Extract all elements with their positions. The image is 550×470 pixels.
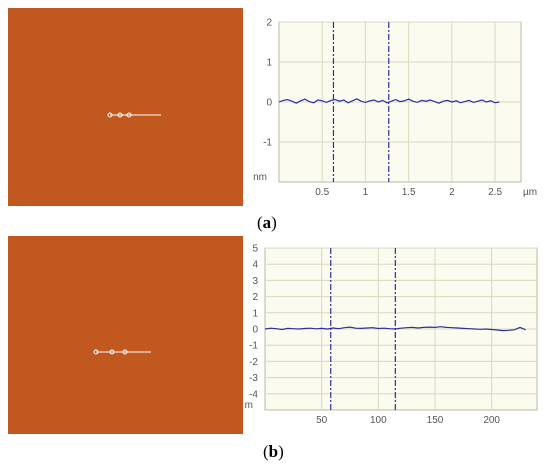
panel-label-b: (b) [263, 442, 284, 462]
panel-label-a-open: ( [257, 213, 263, 232]
x-tick-label-b-2: 150 [427, 415, 444, 426]
afm-image-a-svg [8, 8, 243, 206]
afm-surface-b [8, 236, 243, 434]
y-tick-label-b-4: 1 [252, 308, 258, 319]
y-tick-label-b-2: 3 [252, 276, 258, 287]
x-tick-label-a-1: 1 [363, 187, 369, 198]
profile-cursor-marker-a1 [117, 112, 123, 118]
panel-label-b-open: ( [263, 442, 269, 461]
x-tick-label-b-3: 200 [483, 415, 500, 426]
panel-label-b-letter: b [268, 442, 279, 461]
y-tick-label-b-8: -3 [249, 373, 258, 384]
y-tick-label-b-7: -2 [249, 357, 258, 368]
y-tick-label-b-3: 2 [252, 292, 258, 303]
y-tick-label-b-5: 0 [252, 325, 258, 336]
y-tick-label-b-6: -1 [249, 341, 258, 352]
x-tick-label-a-0: 0.5 [315, 187, 329, 198]
profile-cursor-marker-b1 [109, 349, 115, 355]
y-axis-unit-b: nm [245, 400, 253, 411]
y-tick-label-a-0: 2 [266, 18, 272, 29]
y-tick-label-b-9: -4 [249, 389, 258, 400]
afm-image-b-svg [8, 236, 243, 434]
profile-cursor-marker-a2 [126, 112, 132, 118]
y-tick-label-a-3: -1 [263, 138, 272, 149]
panel-label-a: (a) [257, 213, 277, 233]
afm-image-a [8, 8, 243, 206]
y-tick-label-a-1: 1 [266, 58, 272, 69]
panel-label-a-letter: a [262, 213, 272, 232]
x-tick-label-a-2: 1.5 [402, 187, 416, 198]
profile-marker-start-a [107, 112, 113, 118]
profile-chart-b: 50 100 150 200 5 4 3 2 1 0 -1 -2 -3 -4nm [245, 236, 550, 436]
panel-label-b-close: ) [278, 442, 284, 461]
profile-marker-start-b [93, 349, 99, 355]
y-tick-label-b-1: 4 [252, 260, 258, 271]
profile-chart-a-svg: 0.5 1 1.5 2 2.5 2 1 0 -1 nm µm [253, 18, 537, 199]
profile-chart-b-svg: 50 100 150 200 5 4 3 2 1 0 -1 -2 -3 -4nm [245, 244, 538, 426]
x-axis-unit-a: µm [523, 187, 537, 198]
afm-surface-a [8, 8, 243, 206]
y-tick-label-b-0: 5 [252, 244, 258, 255]
x-tick-label-b-1: 100 [370, 415, 387, 426]
profile-line-a-0 [278, 98, 500, 104]
y-axis-unit-a: nm [253, 172, 267, 183]
x-tick-label-a-3: 2 [449, 187, 455, 198]
profile-line-b-0 [264, 326, 526, 332]
x-tick-label-b-0: 50 [316, 415, 328, 426]
x-tick-label-a-4: 2.5 [488, 187, 502, 198]
panel-label-a-close: ) [271, 213, 277, 232]
profile-chart-a: 0.5 1 1.5 2 2.5 2 1 0 -1 nm µm [245, 6, 550, 206]
y-tick-label-a-2: 0 [266, 98, 272, 109]
profile-cursor-marker-b2 [122, 349, 128, 355]
afm-image-b [8, 236, 243, 434]
